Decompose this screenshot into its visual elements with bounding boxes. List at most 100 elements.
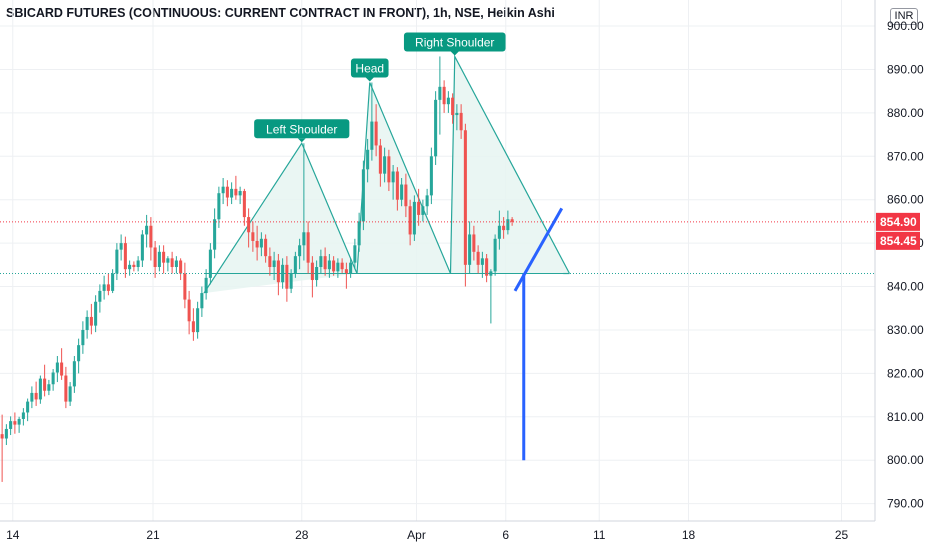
right-shoulder-outline (449, 54, 571, 274)
candle-body (336, 262, 340, 272)
annotation-label: Head (355, 61, 384, 75)
candle-body (319, 256, 323, 268)
candle-body (68, 386, 72, 402)
candle-body (378, 145, 382, 174)
candle-body (43, 378, 47, 391)
y-tick-label: 790.00 (887, 497, 924, 511)
candle-body (387, 156, 391, 183)
head-and-shoulders-pattern (203, 54, 571, 294)
candle-body (468, 234, 472, 265)
candle-body (149, 225, 153, 248)
candle-body (276, 260, 280, 283)
left-shoulder-fill (204, 143, 357, 294)
candle-body (361, 169, 365, 222)
y-tick-label: 830.00 (887, 323, 924, 337)
candle-body (136, 260, 140, 268)
chart-title: SBICARD FUTURES (CONTINUOUS: CURRENT CON… (6, 6, 555, 20)
candle-body (344, 269, 348, 274)
candle-body (119, 243, 123, 250)
candle-body (0, 434, 4, 439)
candle-body (289, 273, 293, 289)
y-axis-ticks: 790.00800.00810.00820.00830.00840.00850.… (887, 19, 924, 511)
candle-body (9, 421, 13, 429)
candle-body (302, 232, 306, 246)
candle-body (247, 217, 251, 233)
candle-body (259, 238, 263, 248)
x-tick-label: 6 (502, 528, 509, 542)
price-tag-bg (876, 212, 920, 231)
candle-body (115, 249, 119, 274)
candle-body (400, 184, 404, 200)
candle-body (446, 97, 450, 105)
candle-body (26, 401, 30, 413)
candle-body (293, 256, 297, 274)
candle-body (179, 260, 183, 274)
y-tick-label: 840.00 (887, 280, 924, 294)
price-levels (0, 221, 875, 275)
y-tick-label: 820.00 (887, 366, 924, 380)
candle-body (17, 418, 21, 425)
candle-body (459, 112, 463, 131)
candle-body (47, 384, 51, 391)
candle-body (315, 267, 319, 281)
candle-body (102, 284, 106, 291)
candle-body (242, 191, 246, 218)
candle-body (472, 234, 476, 252)
candle-body (429, 156, 433, 196)
candle-body (391, 171, 395, 183)
candle-body (421, 206, 425, 215)
candle-body (132, 264, 136, 268)
candle-body (268, 256, 272, 268)
candle-body (438, 86, 442, 100)
annotation-bg (403, 32, 506, 52)
candle-body (383, 156, 387, 174)
candle-body (183, 273, 187, 300)
candle-body (323, 256, 327, 270)
candle-body (332, 260, 336, 272)
candle-body (395, 171, 399, 200)
candle-body (489, 271, 493, 276)
annotation-pointer (450, 51, 459, 56)
candle-body (77, 345, 81, 362)
candle-body (51, 372, 55, 385)
x-tick-label: 25 (835, 528, 849, 542)
y-tick-label: 880.00 (887, 106, 924, 120)
candle-body (425, 195, 429, 207)
candle-body (234, 188, 238, 196)
candle-body (128, 264, 132, 270)
candle-body (111, 273, 115, 291)
head-fill (357, 82, 451, 274)
candle-body (187, 299, 191, 322)
price-tag-bg (876, 231, 920, 250)
candle-body (442, 86, 446, 105)
right-shoulder-fill (450, 56, 570, 274)
x-tick-label: 28 (295, 528, 309, 542)
candle-body (221, 186, 225, 194)
candle-body (170, 258, 174, 268)
candle-body (162, 251, 166, 263)
annotation-bg (350, 58, 389, 78)
candle-body (497, 225, 501, 239)
x-axis-ticks: 14 21 28 Apr 6 11 18 25 (6, 528, 848, 542)
candle-body (200, 293, 204, 309)
candle-body (225, 186, 229, 198)
candle-body (349, 262, 353, 274)
candle-body (213, 219, 217, 250)
candle-body (370, 121, 374, 150)
x-tick-label: 21 (146, 528, 160, 542)
annotation-bg (254, 119, 350, 139)
candle-body (404, 184, 408, 207)
y-tick-label: 810.00 (887, 410, 924, 424)
left-shoulder-outline (203, 142, 358, 294)
candle-body (434, 99, 438, 157)
candle-body (463, 130, 467, 265)
x-tick-label: 14 (6, 528, 20, 542)
candle-body (38, 378, 42, 400)
candle-body (34, 392, 38, 400)
y-tick-label: 870.00 (887, 149, 924, 163)
candle-body (72, 361, 76, 387)
currency-badge[interactable]: INR (890, 8, 918, 25)
candle-body (230, 188, 234, 198)
candle-body (366, 149, 370, 170)
